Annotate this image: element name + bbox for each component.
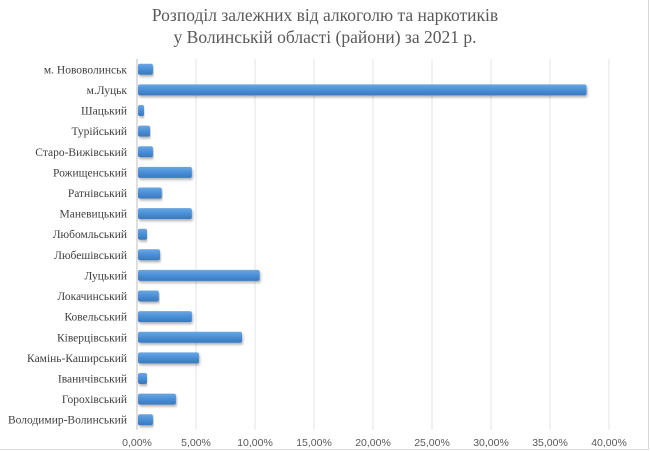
- bar: [138, 269, 260, 281]
- bar: [138, 331, 243, 343]
- category-label: Ковельський: [64, 312, 127, 324]
- category-label: Горохівський: [62, 394, 127, 406]
- category-label: Ківерцівський: [57, 332, 127, 344]
- bar: [138, 166, 192, 178]
- category-label: Володимир-Волинський: [8, 415, 127, 427]
- category-label: Шацький: [81, 106, 127, 118]
- chart-title-line1: Розподіл залежних від алкоголю та наркот…: [151, 5, 499, 25]
- bar: [138, 187, 162, 199]
- x-tick-label: 30,00%: [473, 437, 509, 449]
- bar: [138, 63, 153, 75]
- category-label: Турійський: [71, 126, 127, 138]
- bar: [138, 228, 148, 240]
- category-label: Камінь-Каширський: [27, 353, 127, 365]
- bar: [138, 393, 176, 405]
- chart-title-line2: у Волинській області (райони) за 2021 р.: [173, 27, 477, 47]
- category-label: Старо-Вижівський: [35, 147, 127, 159]
- bar: [138, 249, 161, 261]
- x-tick-label: 10,00%: [237, 437, 273, 449]
- category-label: Локачинський: [57, 291, 127, 303]
- x-tick-label: 40,00%: [591, 437, 627, 449]
- category-label: Рожищенський: [53, 167, 127, 179]
- bar: [138, 311, 192, 323]
- category-label: Іваничівський: [58, 373, 127, 385]
- bar: [138, 290, 159, 302]
- bar: [138, 146, 153, 158]
- x-tick-label: 35,00%: [532, 437, 568, 449]
- bar: [138, 84, 587, 96]
- category-label: Луцький: [84, 270, 127, 282]
- x-tick-label: 0,00%: [122, 437, 152, 449]
- bar: [138, 208, 192, 220]
- category-label: м. Нововолинськ: [44, 64, 128, 76]
- bar: [138, 414, 153, 426]
- x-tick-label: 15,00%: [296, 437, 332, 449]
- x-tick-label: 5,00%: [181, 437, 211, 449]
- x-tick-label: 20,00%: [355, 437, 391, 449]
- category-label: Любомльський: [53, 229, 127, 241]
- category-label: Ратнівський: [68, 188, 127, 200]
- category-label: Маневицький: [60, 209, 127, 221]
- x-tick-label: 25,00%: [414, 437, 450, 449]
- bar: [138, 372, 148, 384]
- bar: [138, 352, 199, 364]
- category-label: Любешівський: [54, 250, 127, 262]
- bar: [138, 105, 145, 117]
- category-label: м.Луцьк: [87, 85, 128, 97]
- bar: [138, 125, 150, 137]
